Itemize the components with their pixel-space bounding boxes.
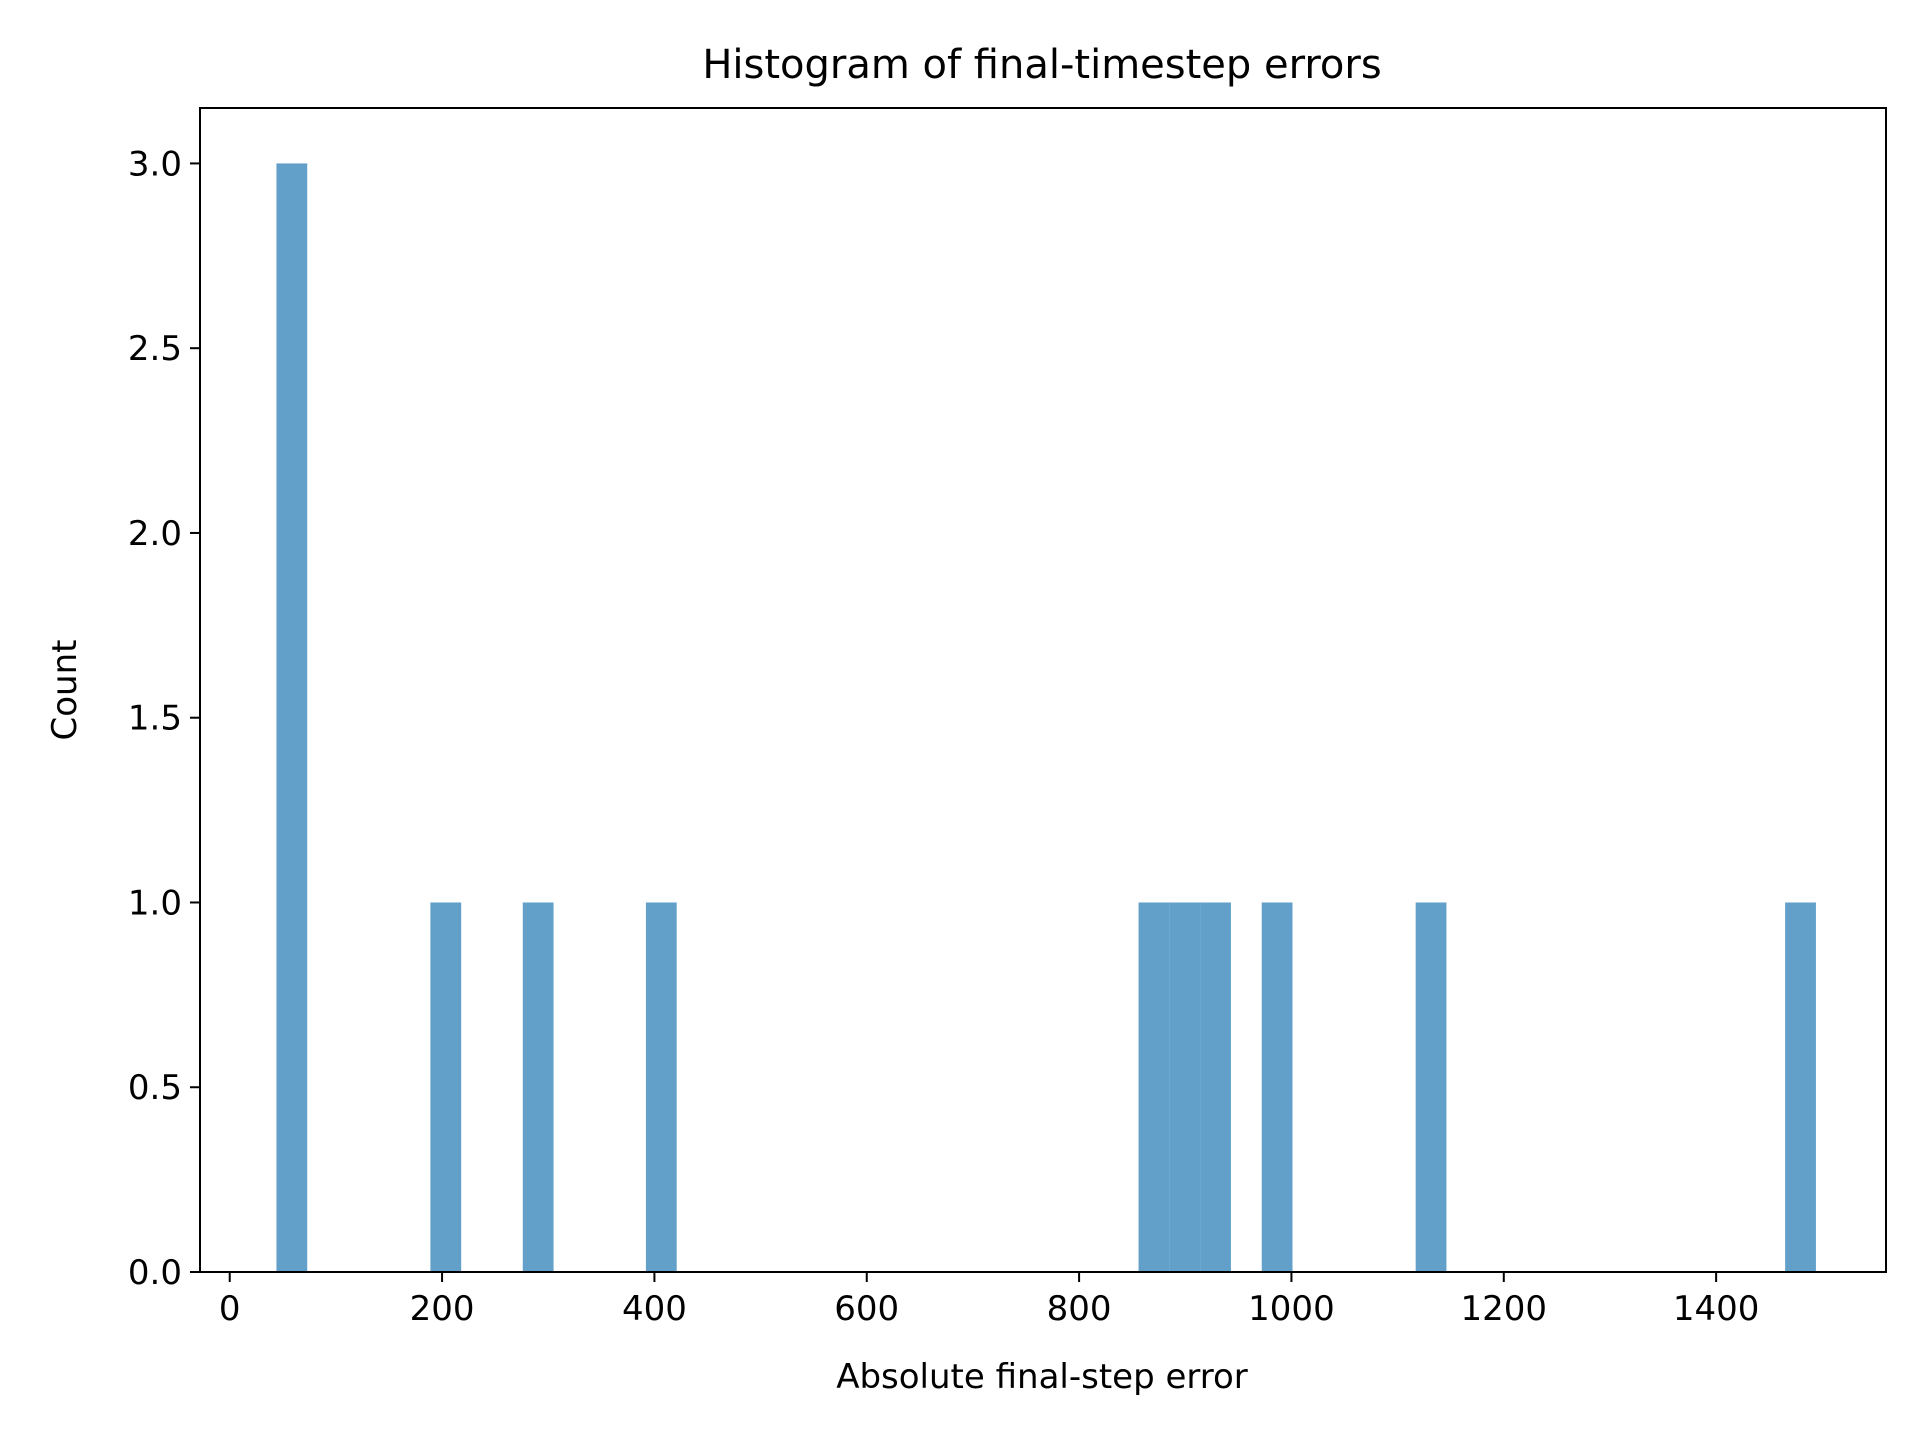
y-axis-label: Count bbox=[45, 640, 85, 741]
histogram-bar-3 bbox=[645, 902, 677, 1272]
y-tick-label-4: 2.0 bbox=[128, 514, 182, 554]
histogram-bar-5 bbox=[1169, 902, 1201, 1272]
x-tick-label-0: 0 bbox=[219, 1289, 241, 1329]
histogram-bar-4 bbox=[1138, 902, 1170, 1272]
histogram-bar-0 bbox=[276, 163, 308, 1272]
histogram-bar-8 bbox=[1415, 902, 1447, 1272]
y-tick-label-3: 1.5 bbox=[128, 699, 182, 739]
histogram-bar-6 bbox=[1200, 902, 1231, 1272]
histogram-bar-7 bbox=[1261, 902, 1293, 1272]
chart-title: Histogram of final-timestep errors bbox=[702, 42, 1381, 88]
histogram-bar-1 bbox=[430, 902, 462, 1272]
x-tick-label-1: 200 bbox=[410, 1289, 475, 1329]
y-tick-label-5: 2.5 bbox=[128, 329, 182, 369]
x-tick-label-4: 800 bbox=[1047, 1289, 1112, 1329]
y-tick-label-6: 3.0 bbox=[128, 144, 182, 184]
x-axis-ticks: 0 200 400 600 800 1000 1200 1400 bbox=[219, 1272, 1759, 1329]
y-tick-label-2: 1.0 bbox=[128, 883, 182, 923]
plot-frame bbox=[199, 107, 1887, 1273]
x-tick-label-7: 1400 bbox=[1673, 1289, 1760, 1329]
x-tick-label-6: 1200 bbox=[1461, 1289, 1548, 1329]
histogram-bars bbox=[276, 163, 1816, 1272]
x-tick-label-2: 400 bbox=[622, 1289, 687, 1329]
histogram-bar-9 bbox=[1785, 902, 1816, 1272]
y-tick-label-0: 0.0 bbox=[128, 1253, 182, 1293]
y-axis-ticks: 0.0 0.5 1.0 1.5 2.0 2.5 3.0 bbox=[128, 144, 200, 1293]
histogram-bar-2 bbox=[522, 902, 554, 1272]
x-tick-label-3: 600 bbox=[834, 1289, 899, 1329]
x-axis-label: Absolute final-step error bbox=[836, 1357, 1248, 1397]
y-tick-label-1: 0.5 bbox=[128, 1068, 182, 1108]
x-tick-label-5: 1000 bbox=[1248, 1289, 1335, 1329]
